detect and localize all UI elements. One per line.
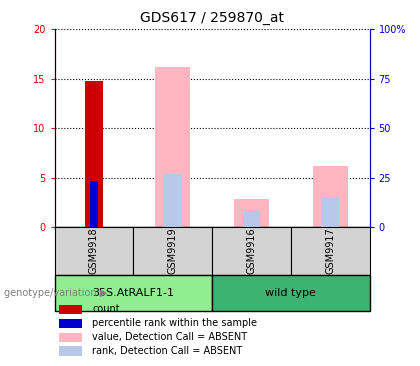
Bar (89, 182, 98, 227)
Bar (155, 67, 190, 227)
Bar (321, 197, 339, 227)
Text: rank, Detection Call = ABSENT: rank, Detection Call = ABSENT (92, 346, 243, 356)
Bar (243, 211, 260, 227)
Text: GSM9916: GSM9916 (247, 227, 257, 274)
FancyBboxPatch shape (212, 227, 291, 274)
Bar (234, 199, 269, 227)
Text: percentile rank within the sample: percentile rank within the sample (92, 318, 257, 328)
Text: GSM9919: GSM9919 (168, 227, 178, 274)
FancyBboxPatch shape (134, 227, 212, 274)
Bar (164, 173, 181, 227)
Text: GSM9918: GSM9918 (89, 227, 99, 274)
Bar (85, 81, 103, 227)
FancyBboxPatch shape (55, 274, 212, 311)
Text: value, Detection Call = ABSENT: value, Detection Call = ABSENT (92, 332, 247, 342)
Bar (312, 166, 348, 227)
Text: count: count (92, 304, 120, 314)
Text: wild type: wild type (265, 288, 316, 298)
FancyBboxPatch shape (55, 227, 134, 274)
FancyBboxPatch shape (212, 274, 370, 311)
Title: GDS617 / 259870_at: GDS617 / 259870_at (140, 11, 284, 26)
FancyBboxPatch shape (291, 227, 370, 274)
Text: 35S.AtRALF1-1: 35S.AtRALF1-1 (92, 288, 174, 298)
Text: genotype/variation ▶: genotype/variation ▶ (4, 288, 108, 298)
Text: GSM9917: GSM9917 (325, 227, 335, 274)
